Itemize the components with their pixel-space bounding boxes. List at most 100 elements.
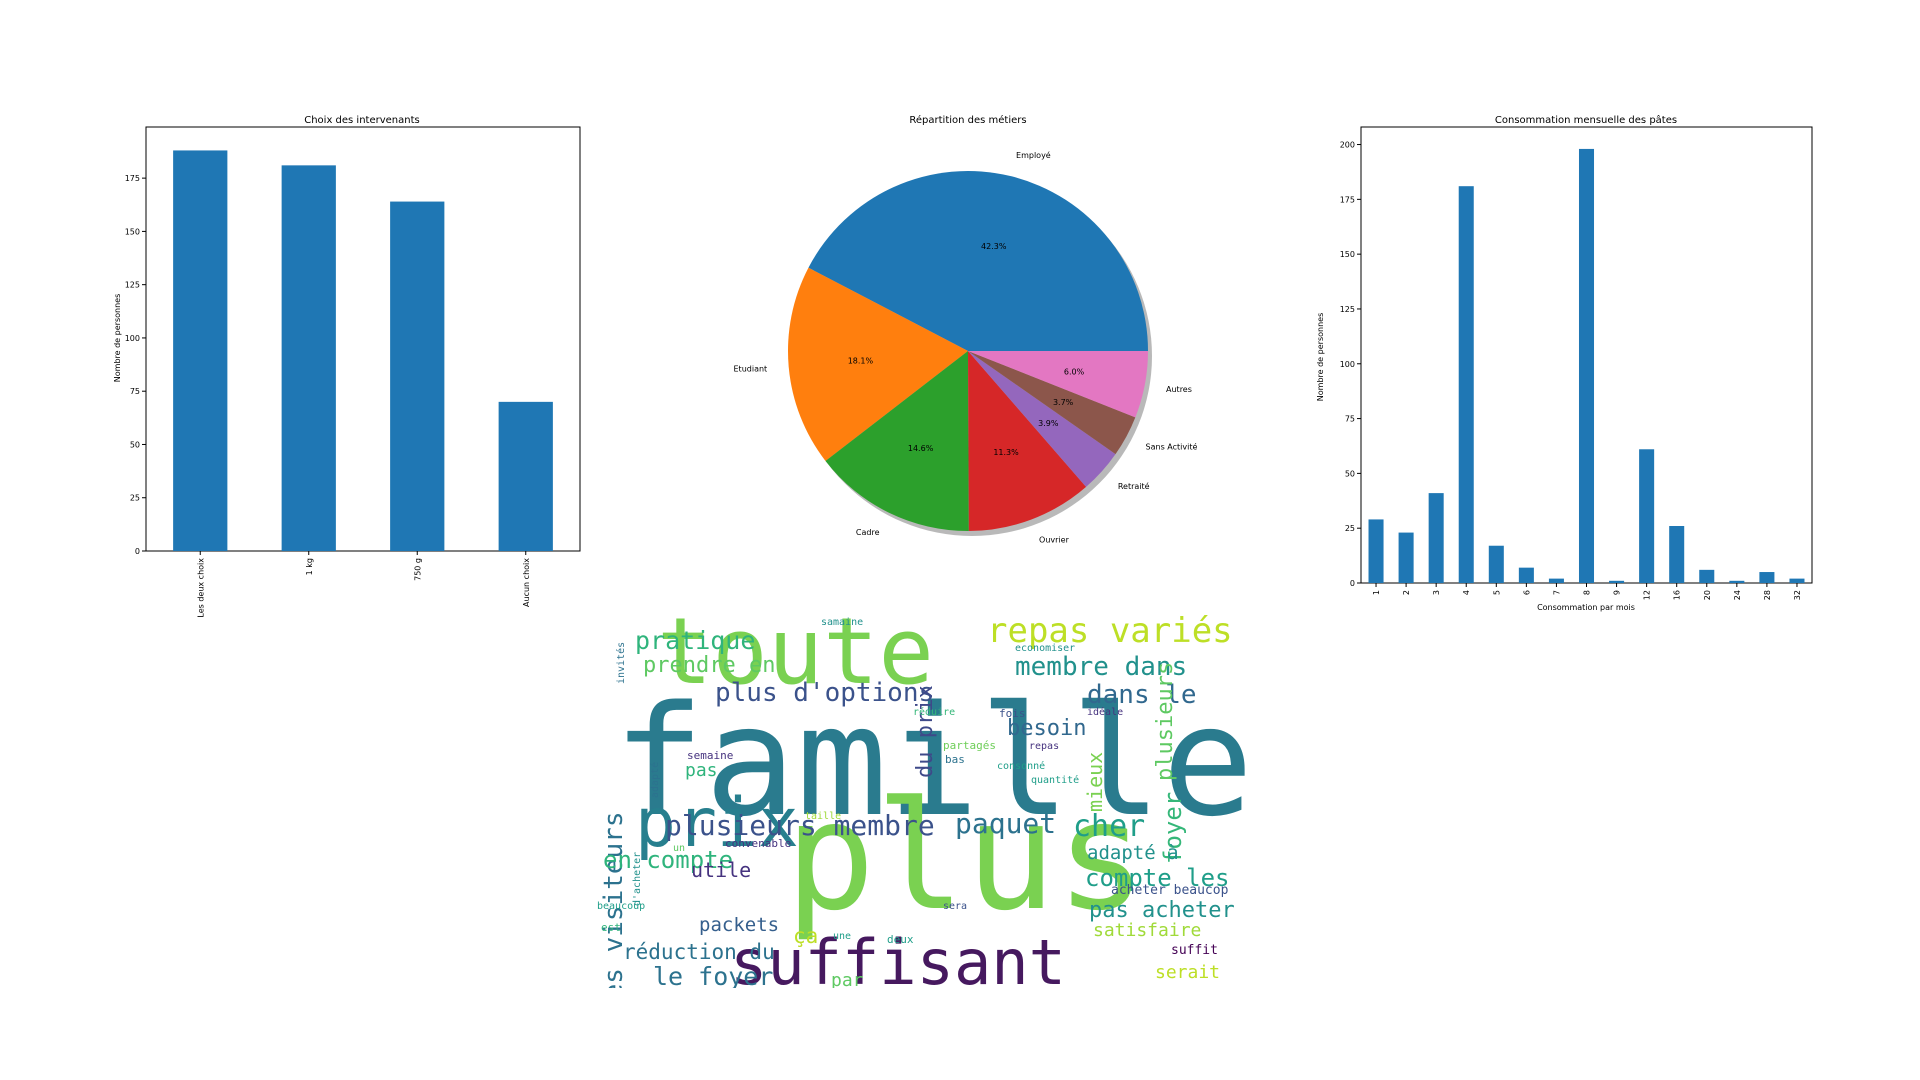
bar [1548,578,1564,583]
bar [1669,526,1685,583]
pie-pct-label: 6.0% [1064,367,1085,376]
word-cloud-word: plus d'options [715,678,935,708]
x-tick-label: Aucun choix [522,558,531,607]
pie-label: Cadre [856,528,880,537]
word-cloud-word: famille [613,673,1254,850]
bar [1578,148,1595,583]
pie-label: Etudiant [734,365,768,374]
word-cloud-word: repas variés [987,612,1233,651]
word-cloud-word: plusieurs [1153,661,1178,781]
pie-pct-label: 18.1% [848,356,874,365]
pie-pct-label: 14.6% [908,444,934,453]
word-cloud-word: d'acheter [632,851,643,906]
word-cloud-word: prix [635,784,799,863]
chart3-ylabel: Nombre de personnes [1316,313,1325,401]
x-tick-label: 5 [1492,590,1501,595]
pie-slice [968,351,1148,418]
word-cloud-word: paquet [955,807,1057,840]
bar [390,201,445,551]
x-tick-label: 20 [1703,590,1712,600]
word-cloud-word: fois [999,707,1026,720]
x-tick-label: 1 kg [305,558,314,575]
pie-slice [788,267,968,461]
word-cloud-word: idéale [1087,707,1124,718]
chart3-title: Consommation mensuelle des pâtes [1495,114,1677,126]
pie-label: Sans Activité [1146,442,1198,452]
word-cloud-word: packets [699,914,780,936]
pie-pct-label: 3.9% [1038,419,1059,428]
bar [498,401,553,551]
pie-label: Employé [1016,150,1051,160]
bar-chart-choix: Choix des intervenants Nombre de personn… [113,115,581,618]
x-tick-label: 24 [1733,590,1742,600]
word-cloud-word: invités [616,641,627,684]
y-tick-label: 75 [1345,415,1355,424]
pie-pct-label: 3.7% [1053,398,1074,407]
bar [1789,578,1805,583]
bar [1488,545,1504,583]
y-tick-label: 125 [1340,305,1355,314]
word-cloud-word: suffisant [730,926,1066,989]
word-cloud-word: serait [1155,962,1221,983]
chart2-title: Répartition des métiers [909,114,1026,126]
y-tick-label: 100 [125,334,140,343]
word-cloud-word: dans le [1087,680,1197,710]
word-cloud-word: est [601,921,621,934]
y-tick-label: 0 [135,547,140,556]
word-cloud-word: une [833,931,852,942]
word-cloud-word: sera [943,901,968,912]
word-cloud-word: ça [793,924,819,948]
word-cloud-word: partagés [943,739,996,752]
y-tick-label: 0 [1350,579,1355,588]
word-cloud-word: economiser [1015,643,1076,654]
word-cloud-word: réduire [913,707,956,718]
word-cloud-word: un [673,843,686,854]
word-cloud-word: prendre en [643,653,776,678]
word-cloud-word: cher [1073,809,1146,844]
x-tick-label: 8 [1583,590,1592,595]
bar [1398,532,1414,583]
bar [1458,186,1474,583]
pie-label: Autres [1166,385,1192,394]
word-cloud-word: en compte [603,846,734,874]
x-tick-label: 9 [1613,590,1622,595]
word-cloud-word: pas acheter [1089,898,1235,923]
x-tick-label: 7 [1552,590,1561,595]
word-cloud-word: semaine [687,749,734,762]
plot-frame [145,126,581,552]
word-cloud-word: satisfaire [1093,920,1202,941]
pie-slice [968,351,1136,455]
word-cloud: famille plus toute suffisant prix repas varié… [595,612,1337,988]
y-tick-label: 100 [1340,360,1355,369]
word-cloud-word: par [831,970,864,989]
y-tick-label: 175 [125,174,140,183]
word-cloud-word: plus [785,770,1147,944]
bar [1699,569,1715,583]
chart1-title: Choix des intervenants [304,115,420,126]
x-tick-label: 32 [1793,590,1802,600]
pie-chart-metiers: Répartition des métiers Employé 42.3% Etud… [734,114,1198,545]
x-tick-label: 28 [1763,590,1772,600]
word-cloud-word: plusieurs membre [665,809,935,842]
y-tick-label: 150 [125,227,140,236]
pie-label: Ouvrier [1039,536,1070,545]
y-tick-label: 175 [1340,195,1355,204]
bar-chart-consommation: Consommation mensuelle des pâtes Consomm… [1316,114,1813,612]
word-cloud-word: adapté à [1087,842,1179,864]
word-cloud-word: acheter beaucop [1111,883,1229,898]
word-cloud-word: deux [887,933,914,946]
word-cloud-word: pas [685,760,718,781]
word-cloud-word: quantité [1031,775,1080,786]
pie-pct-label: 42.3% [981,242,1007,251]
word-cloud-word: membre dans [1015,652,1188,682]
bar [1518,567,1534,583]
word-cloud-word: utile [691,858,752,882]
word-cloud-word: taille [805,811,842,822]
y-tick-label: 50 [130,440,140,449]
x-tick-label: 16 [1673,590,1682,600]
word-cloud-word: consonné [997,761,1046,772]
bar [1609,580,1625,583]
y-tick-label: 50 [1345,469,1355,478]
